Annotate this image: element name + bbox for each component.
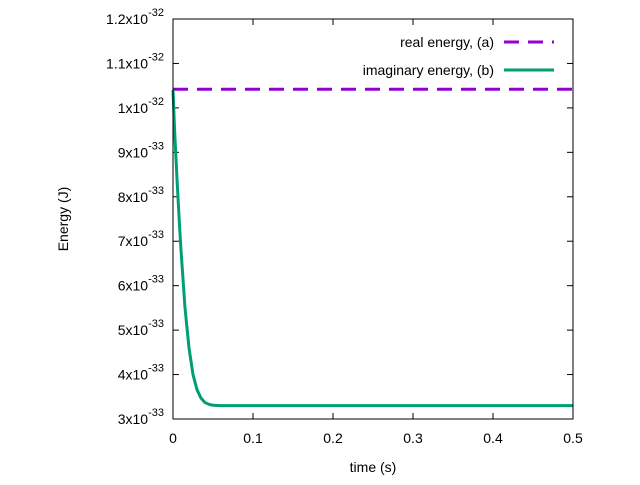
y-tick-label: 6x10-33 bbox=[118, 274, 164, 294]
y-tick-label: 5x10-33 bbox=[118, 318, 164, 338]
x-tick-label: 0.2 bbox=[323, 430, 343, 446]
y-axis-label: Energy (J) bbox=[55, 187, 71, 252]
legend: real energy, (a) imaginary energy, (b) bbox=[363, 34, 554, 78]
y-tick-label: 8x10-33 bbox=[118, 185, 164, 205]
y-tick-label: 1.1x10-32 bbox=[106, 51, 164, 71]
labels-layer: time (s) Energy (J) bbox=[55, 187, 396, 475]
y-tick-label: 7x10-33 bbox=[118, 229, 164, 249]
y-tick-label: 3x10-33 bbox=[118, 407, 164, 427]
y-tick-label: 9x10-33 bbox=[118, 140, 164, 160]
y-tick-label: 4x10-33 bbox=[118, 363, 164, 383]
x-axis-label: time (s) bbox=[350, 459, 397, 475]
legend-label: imaginary energy, (b) bbox=[363, 62, 494, 78]
legend-label: real energy, (a) bbox=[400, 34, 494, 50]
y-tick-label: 1x10-32 bbox=[118, 96, 164, 116]
x-tick-label: 0.1 bbox=[243, 430, 263, 446]
x-tick-label: 0.5 bbox=[563, 430, 583, 446]
ticks-layer: 0 0.1 0.2 0.3 0.4 0.5 3x10-33 4x10-33 5x10-33 6x1… bbox=[106, 7, 583, 446]
series-layer bbox=[171, 87, 573, 408]
x-tick-label: 0 bbox=[169, 430, 177, 446]
x-tick-label: 0.3 bbox=[403, 430, 423, 446]
y-tick-label: 1.2x10-32 bbox=[106, 7, 164, 27]
series-line-2 bbox=[171, 90, 573, 408]
x-tick-label: 0.4 bbox=[483, 430, 503, 446]
plot-frame bbox=[172, 18, 574, 420]
